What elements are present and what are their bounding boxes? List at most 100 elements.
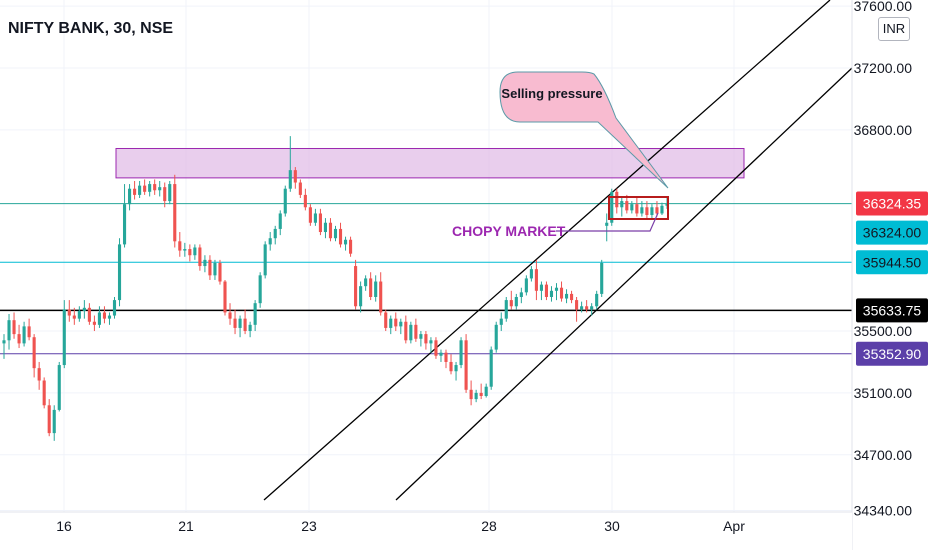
candle	[514, 293, 518, 310]
candle-body	[67, 309, 71, 316]
candle	[168, 180, 172, 205]
candle-body	[424, 334, 428, 344]
candle	[595, 290, 599, 310]
candle-body	[278, 213, 282, 229]
chop-arrow	[556, 212, 659, 232]
candle	[600, 259, 604, 297]
candle-body	[338, 228, 343, 245]
candle	[409, 321, 413, 344]
candle-body	[454, 365, 458, 372]
candle	[288, 136, 292, 192]
candle	[308, 204, 312, 226]
candle-body	[610, 191, 614, 223]
candle-body	[399, 321, 403, 327]
candle	[419, 331, 423, 347]
candle-body	[575, 300, 579, 310]
candle	[499, 312, 503, 332]
candle	[37, 361, 41, 390]
candle-body	[308, 207, 312, 223]
candle	[243, 309, 247, 335]
price-badge-text: 36324.00	[863, 225, 922, 241]
candle-body	[364, 278, 368, 287]
candle-body	[349, 239, 353, 254]
candle	[17, 324, 21, 349]
candle-body	[263, 244, 267, 276]
candle	[183, 242, 187, 257]
price-badge-bg	[856, 341, 928, 366]
price-badge-text: 35633.75	[863, 302, 922, 318]
candle	[394, 312, 398, 332]
candle-body	[323, 222, 328, 233]
candle	[504, 296, 508, 322]
candle-body	[600, 262, 604, 294]
x-tick-label: Apr	[723, 518, 745, 534]
candle-body	[343, 239, 348, 245]
candle	[650, 204, 654, 220]
candle-body	[313, 213, 317, 223]
channel-lower-line	[395, 67, 853, 501]
candle	[233, 309, 237, 335]
candle	[238, 315, 242, 338]
candle-body	[449, 361, 453, 372]
candle-body	[17, 334, 21, 344]
y-tick-label: 35500.00	[854, 323, 913, 339]
y-tick-label: 34700.00	[854, 447, 913, 463]
candle	[323, 218, 328, 239]
candle	[138, 180, 142, 198]
price-badge-text: 35944.50	[863, 254, 922, 270]
candle	[509, 290, 513, 310]
candle	[529, 266, 533, 282]
candle-body	[469, 389, 473, 400]
candle-body	[87, 307, 91, 322]
candle	[128, 184, 132, 211]
candle-body	[293, 170, 297, 183]
candle	[208, 255, 212, 280]
candle	[228, 303, 232, 325]
candle-body	[504, 300, 508, 319]
candle	[143, 179, 147, 195]
candle-body	[243, 318, 247, 332]
candle-body	[655, 207, 659, 214]
candle-body	[143, 185, 147, 192]
candle	[605, 213, 609, 242]
callout-text: Selling pressure	[501, 86, 602, 101]
y-tick-label: 34340.00	[854, 502, 913, 518]
candle	[248, 321, 252, 338]
candle	[223, 279, 227, 316]
candle	[318, 208, 322, 236]
candle	[570, 290, 574, 304]
candle	[554, 283, 559, 301]
candle-body	[369, 278, 373, 297]
candle	[635, 197, 639, 217]
candle-body	[107, 315, 112, 319]
candle-body	[333, 228, 338, 239]
candle-body	[133, 188, 137, 195]
currency-button[interactable]: INR	[878, 17, 910, 41]
candle	[484, 383, 488, 398]
candle-body	[218, 262, 222, 282]
candle	[133, 180, 137, 200]
candle	[198, 244, 202, 271]
candle	[218, 259, 222, 285]
candle-body	[298, 182, 302, 195]
candle	[564, 289, 569, 304]
price-badge: 35633.75	[856, 298, 928, 323]
candle	[72, 307, 76, 325]
candle-body	[193, 247, 197, 256]
candle-body	[479, 392, 483, 396]
callout-bubble	[499, 71, 669, 189]
candle-body	[359, 286, 363, 307]
candle-body	[112, 300, 117, 316]
candle-body	[228, 312, 232, 319]
candle	[7, 314, 11, 350]
candle-body	[102, 312, 107, 319]
price-badge-bg	[856, 220, 928, 245]
candle	[519, 287, 523, 304]
candle-body	[117, 244, 122, 301]
candle	[12, 312, 16, 339]
candle-body	[283, 188, 287, 214]
chop-box	[608, 196, 669, 220]
candle-body	[268, 238, 272, 245]
